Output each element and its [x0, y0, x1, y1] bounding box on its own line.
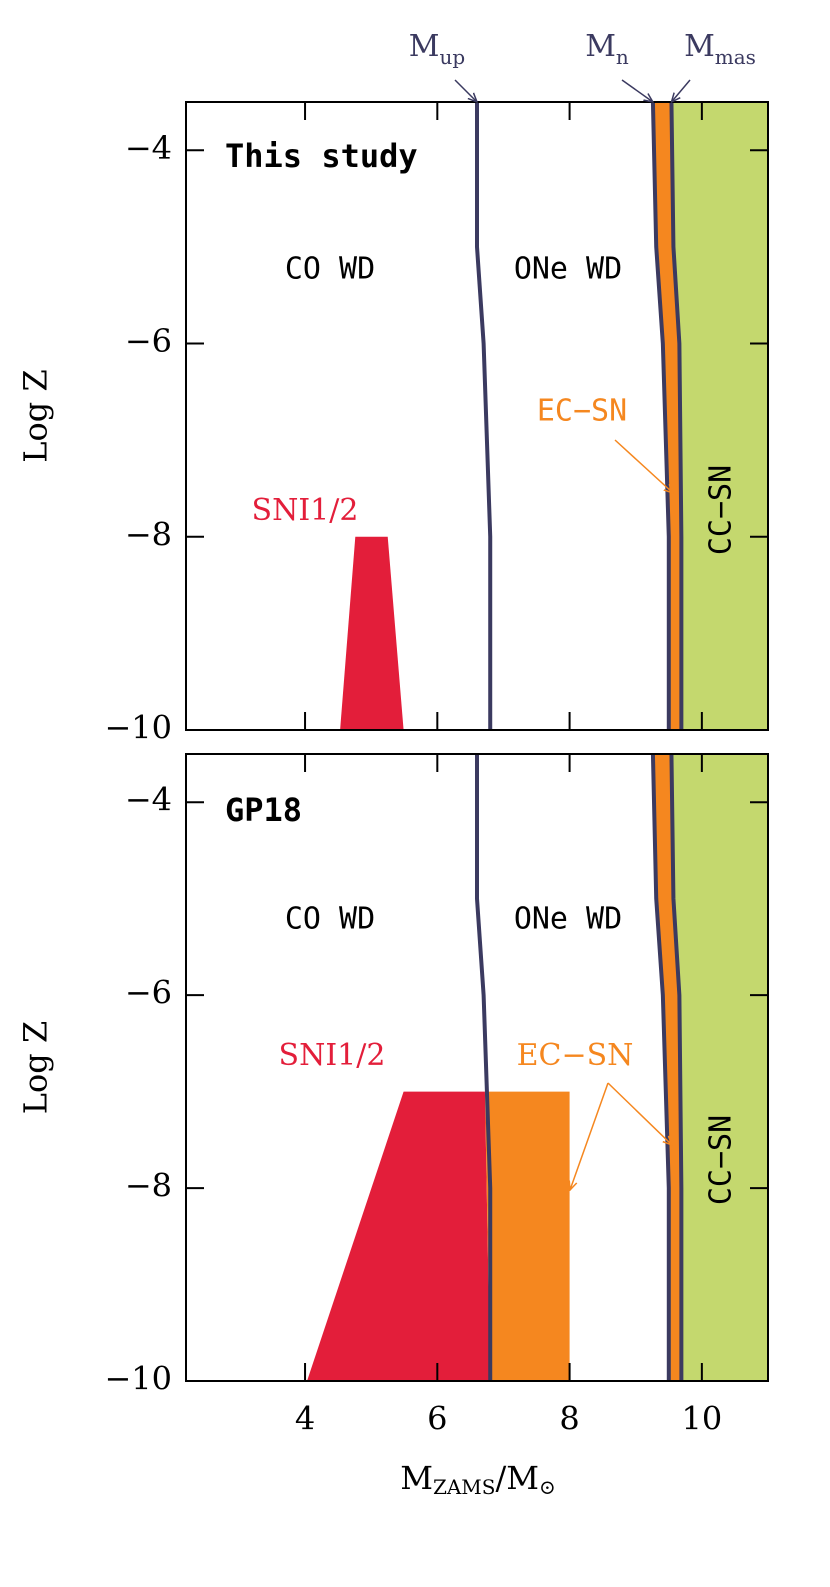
y-axis-label: Log Z [17, 369, 55, 462]
panel-title: This study [225, 137, 418, 175]
line-label-sub: up [440, 45, 466, 69]
line-label-main: M [585, 29, 616, 64]
annotation: CC−SN [704, 465, 739, 555]
region [340, 536, 404, 730]
annotation-arrow [607, 1082, 672, 1145]
y-tick-label: −8 [125, 515, 172, 553]
y-tick-label: −4 [125, 129, 172, 167]
line-label-sub: n [616, 45, 629, 69]
band-fill [671, 102, 768, 730]
x-tick-label: 8 [559, 1400, 579, 1438]
x-axis-label: MZAMS/M⊙ [400, 1459, 556, 1499]
x-label-main: M [400, 1459, 433, 1497]
annotation: ONe WD [514, 252, 622, 287]
line-label-main: M [409, 29, 440, 64]
region-label: SNI1/2 [252, 493, 359, 528]
x-label-tail: /M [495, 1459, 539, 1497]
annotation: CO WD [285, 902, 375, 937]
annotation: CO WD [285, 252, 375, 287]
boundary-line [650, 101, 671, 730]
y-tick-label: −10 [104, 709, 172, 747]
line-label-arrow [671, 79, 691, 102]
y-tick-label: −10 [104, 1360, 172, 1398]
annotation: EC−SN [537, 394, 627, 429]
line-label-arrow [621, 79, 653, 102]
band-fill [671, 754, 768, 1381]
line-label: Mup [409, 29, 465, 69]
band-fill [652, 102, 682, 730]
line-label-sub: mas [715, 45, 756, 69]
boundary-line [669, 101, 684, 730]
boundary-line [475, 754, 493, 1381]
y-tick-label: −4 [125, 781, 172, 819]
y-tick-label: −8 [125, 1167, 172, 1205]
line-label-main: M [684, 29, 715, 64]
boundary-line [650, 753, 671, 1381]
line-label-arrow [454, 79, 477, 102]
line-label: Mmas [684, 29, 756, 69]
annotation-arrow [614, 439, 673, 493]
region [307, 1091, 491, 1381]
region-label: EC−SN [517, 1038, 634, 1073]
region-label: SNI1/2 [279, 1038, 386, 1073]
boundary-line [669, 753, 684, 1381]
y-axis-label: Log Z [17, 1021, 55, 1114]
boundary-line [475, 102, 493, 730]
x-label-sub: ZAMS [433, 1475, 496, 1499]
plot-frame [185, 753, 769, 1382]
y-tick-label: −6 [125, 322, 172, 360]
annotation-arrow [570, 1082, 609, 1190]
line-label: Mn [585, 29, 629, 69]
x-label-tail-sub: ⊙ [539, 1475, 556, 1499]
annotation: CC−SN [704, 1115, 739, 1205]
panel-title: GP18 [225, 791, 302, 829]
x-tick-label: 4 [295, 1400, 315, 1438]
band-fill [652, 754, 682, 1381]
x-tick-label: 10 [682, 1400, 723, 1438]
region [484, 1091, 570, 1381]
annotation: ONe WD [514, 902, 622, 937]
y-tick-label: −6 [125, 974, 172, 1012]
x-tick-label: 6 [427, 1400, 447, 1438]
